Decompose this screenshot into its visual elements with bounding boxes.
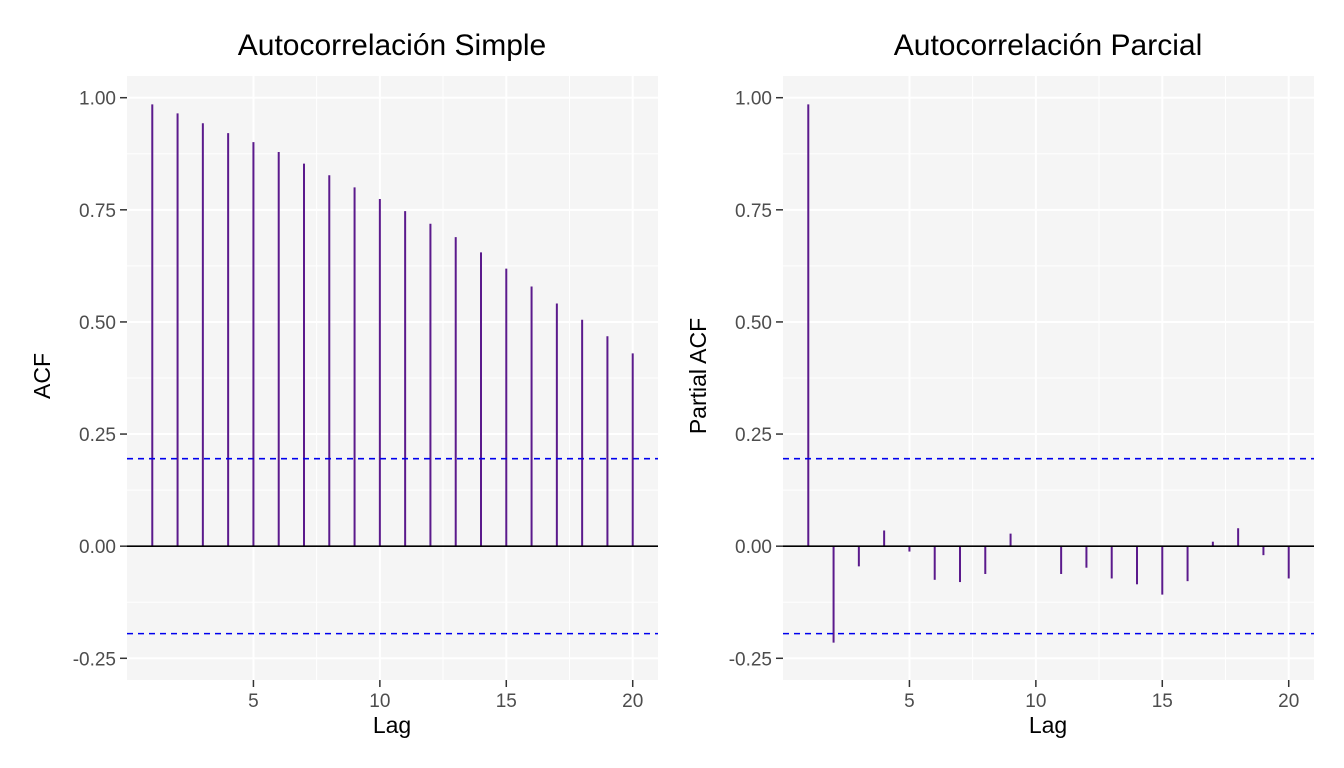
- pacf-chart-title: Autocorrelación Parcial: [894, 29, 1202, 62]
- acf-y-tick-label: 0.75: [79, 201, 116, 222]
- pacf-x-tick-label: 15: [1152, 691, 1173, 712]
- acf-x-axis-title: Lag: [373, 712, 411, 738]
- acf-y-axis-title: ACF: [29, 353, 55, 399]
- acf-y-tick-label: -0.25: [73, 649, 116, 670]
- acf-panel: -0.25 0.00 0.25 0.50 0.75 1.00 5 10 15 20 Autocor…: [29, 29, 658, 738]
- acf-x-tick-label: 20: [622, 691, 643, 712]
- pacf-y-tick-label: 0.00: [735, 537, 772, 558]
- pacf-y-tick-label: 0.50: [735, 313, 772, 334]
- pacf-y-axis-title: Partial ACF: [685, 318, 711, 434]
- acf-y-tick-label: 0.25: [79, 425, 116, 446]
- acf-x-tick-label: 10: [369, 691, 390, 712]
- pacf-y-tick-label: 1.00: [735, 89, 772, 110]
- pacf-y-tick-label: 0.25: [735, 425, 772, 446]
- pacf-x-tick-label: 10: [1025, 691, 1046, 712]
- acf-y-tick-label: 0.00: [79, 537, 116, 558]
- pacf-x-tick-label: 5: [904, 691, 915, 712]
- pacf-y-tick-label: 0.75: [735, 201, 772, 222]
- acf-y-tick-label: 1.00: [79, 89, 116, 110]
- pacf-y-tick-label: -0.25: [729, 649, 772, 670]
- pacf-x-axis-title: Lag: [1029, 712, 1067, 738]
- acf-chart-title: Autocorrelación Simple: [238, 29, 546, 62]
- acf-y-tick-label: 0.50: [79, 313, 116, 334]
- pacf-panel: -0.25 0.00 0.25 0.50 0.75 1.00 5 10 15 20 Autocor…: [685, 29, 1314, 738]
- pacf-x-tick-label: 20: [1278, 691, 1299, 712]
- acf-x-tick-label: 5: [248, 691, 259, 712]
- acf-x-tick-label: 15: [496, 691, 517, 712]
